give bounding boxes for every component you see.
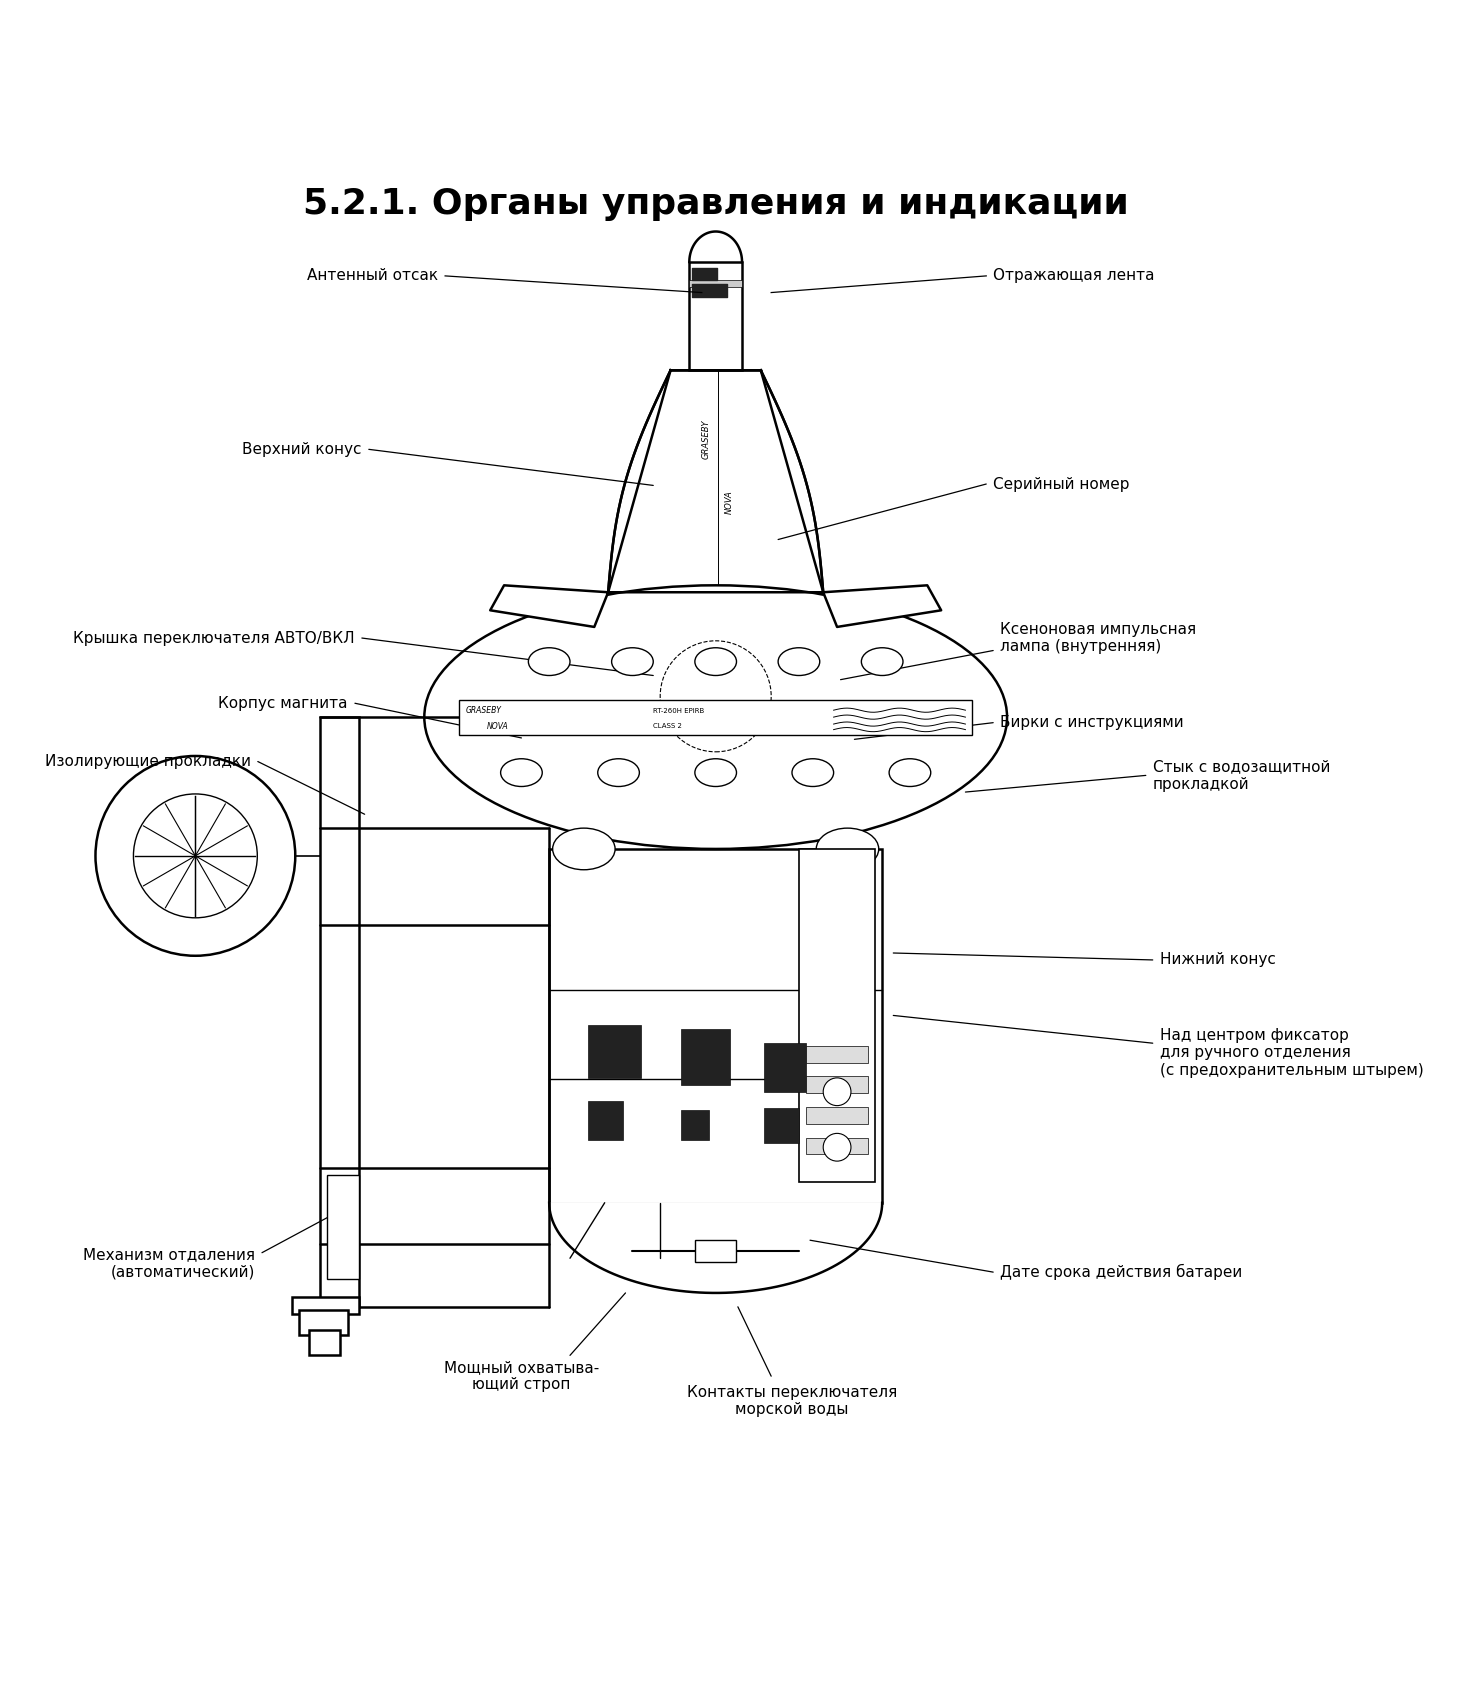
Polygon shape (490, 586, 608, 626)
Ellipse shape (861, 648, 902, 675)
Text: Антенный отсак: Антенный отсак (308, 268, 439, 283)
Bar (689, 263, 742, 370)
Polygon shape (608, 370, 823, 593)
Polygon shape (689, 231, 742, 263)
Text: Отражающая лента: Отражающая лента (994, 268, 1154, 283)
Ellipse shape (500, 759, 542, 786)
Ellipse shape (424, 586, 1007, 849)
Ellipse shape (528, 648, 570, 675)
Text: Над центром фиксатор
для ручного отделения
(с предохранительным штырем): Над центром фиксатор для ручного отделен… (1160, 1027, 1423, 1078)
Text: Нижний конус: Нижний конус (1160, 953, 1276, 967)
Text: Мощный охватыва-
ющий строп: Мощный охватыва- ющий строп (443, 1361, 599, 1393)
Ellipse shape (817, 829, 879, 869)
Ellipse shape (779, 648, 820, 675)
Polygon shape (549, 1202, 882, 1293)
Bar (764, 1042, 805, 1091)
Ellipse shape (598, 759, 639, 786)
Ellipse shape (695, 759, 736, 786)
Bar (682, 1110, 708, 1140)
Text: Стык с водозащитной
прокладкой: Стык с водозащитной прокладкой (1153, 759, 1331, 791)
Text: NOVA: NOVA (726, 490, 735, 514)
Bar (587, 1026, 640, 1078)
Bar (321, 717, 359, 1307)
Bar (587, 1101, 623, 1140)
Text: Изолирующие прокладки: Изолирующие прокладки (44, 754, 250, 770)
Circle shape (659, 642, 771, 751)
Bar (293, 1297, 359, 1314)
Text: Контакты переключателя
морской воды: Контакты переключателя морской воды (687, 1384, 896, 1418)
Bar (459, 701, 973, 736)
Circle shape (96, 756, 296, 957)
Ellipse shape (792, 759, 833, 786)
Circle shape (823, 1133, 851, 1162)
Bar (309, 1330, 340, 1356)
Circle shape (134, 793, 258, 918)
Text: Дате срока действия батареи: Дате срока действия батареи (999, 1265, 1242, 1280)
Text: Серийный номер: Серийный номер (994, 477, 1129, 492)
Text: GRASEBY: GRASEBY (702, 419, 711, 460)
Text: Крышка переключателя АВТО/ВКЛ: Крышка переключателя АВТО/ВКЛ (74, 630, 355, 645)
Bar (805, 1137, 868, 1154)
Text: Корпус магнита: Корпус магнита (218, 695, 347, 711)
Bar (805, 1106, 868, 1123)
Polygon shape (823, 586, 941, 626)
Ellipse shape (889, 759, 930, 786)
Ellipse shape (552, 829, 615, 869)
Ellipse shape (612, 648, 654, 675)
Text: Верхний конус: Верхний конус (243, 441, 362, 456)
Text: RT-260H EPIRB: RT-260H EPIRB (654, 707, 705, 714)
Text: Бирки с инструкциями: Бирки с инструкциями (999, 716, 1183, 731)
Bar (299, 1310, 347, 1334)
Bar (695, 1239, 736, 1263)
Text: GRASEBY: GRASEBY (467, 706, 502, 716)
Text: NOVA: NOVA (487, 722, 508, 731)
Bar (327, 1175, 359, 1280)
Bar (799, 849, 876, 1182)
Text: 5.2.1. Органы управления и индикации: 5.2.1. Органы управления и индикации (303, 187, 1129, 221)
Bar (549, 849, 882, 1202)
Polygon shape (608, 370, 823, 593)
Text: Механизм отдаления
(автоматический): Механизм отдаления (автоматический) (82, 1248, 255, 1280)
Bar (682, 1029, 730, 1084)
Bar (805, 1046, 868, 1063)
Bar (764, 1108, 799, 1143)
Circle shape (823, 1078, 851, 1106)
Text: CLASS 2: CLASS 2 (654, 724, 682, 729)
Bar (805, 1076, 868, 1093)
Bar (689, 280, 742, 286)
Text: Ксеноновая импульсная
лампа (внутренняя): Ксеноновая импульсная лампа (внутренняя) (999, 621, 1197, 655)
Ellipse shape (695, 648, 736, 675)
